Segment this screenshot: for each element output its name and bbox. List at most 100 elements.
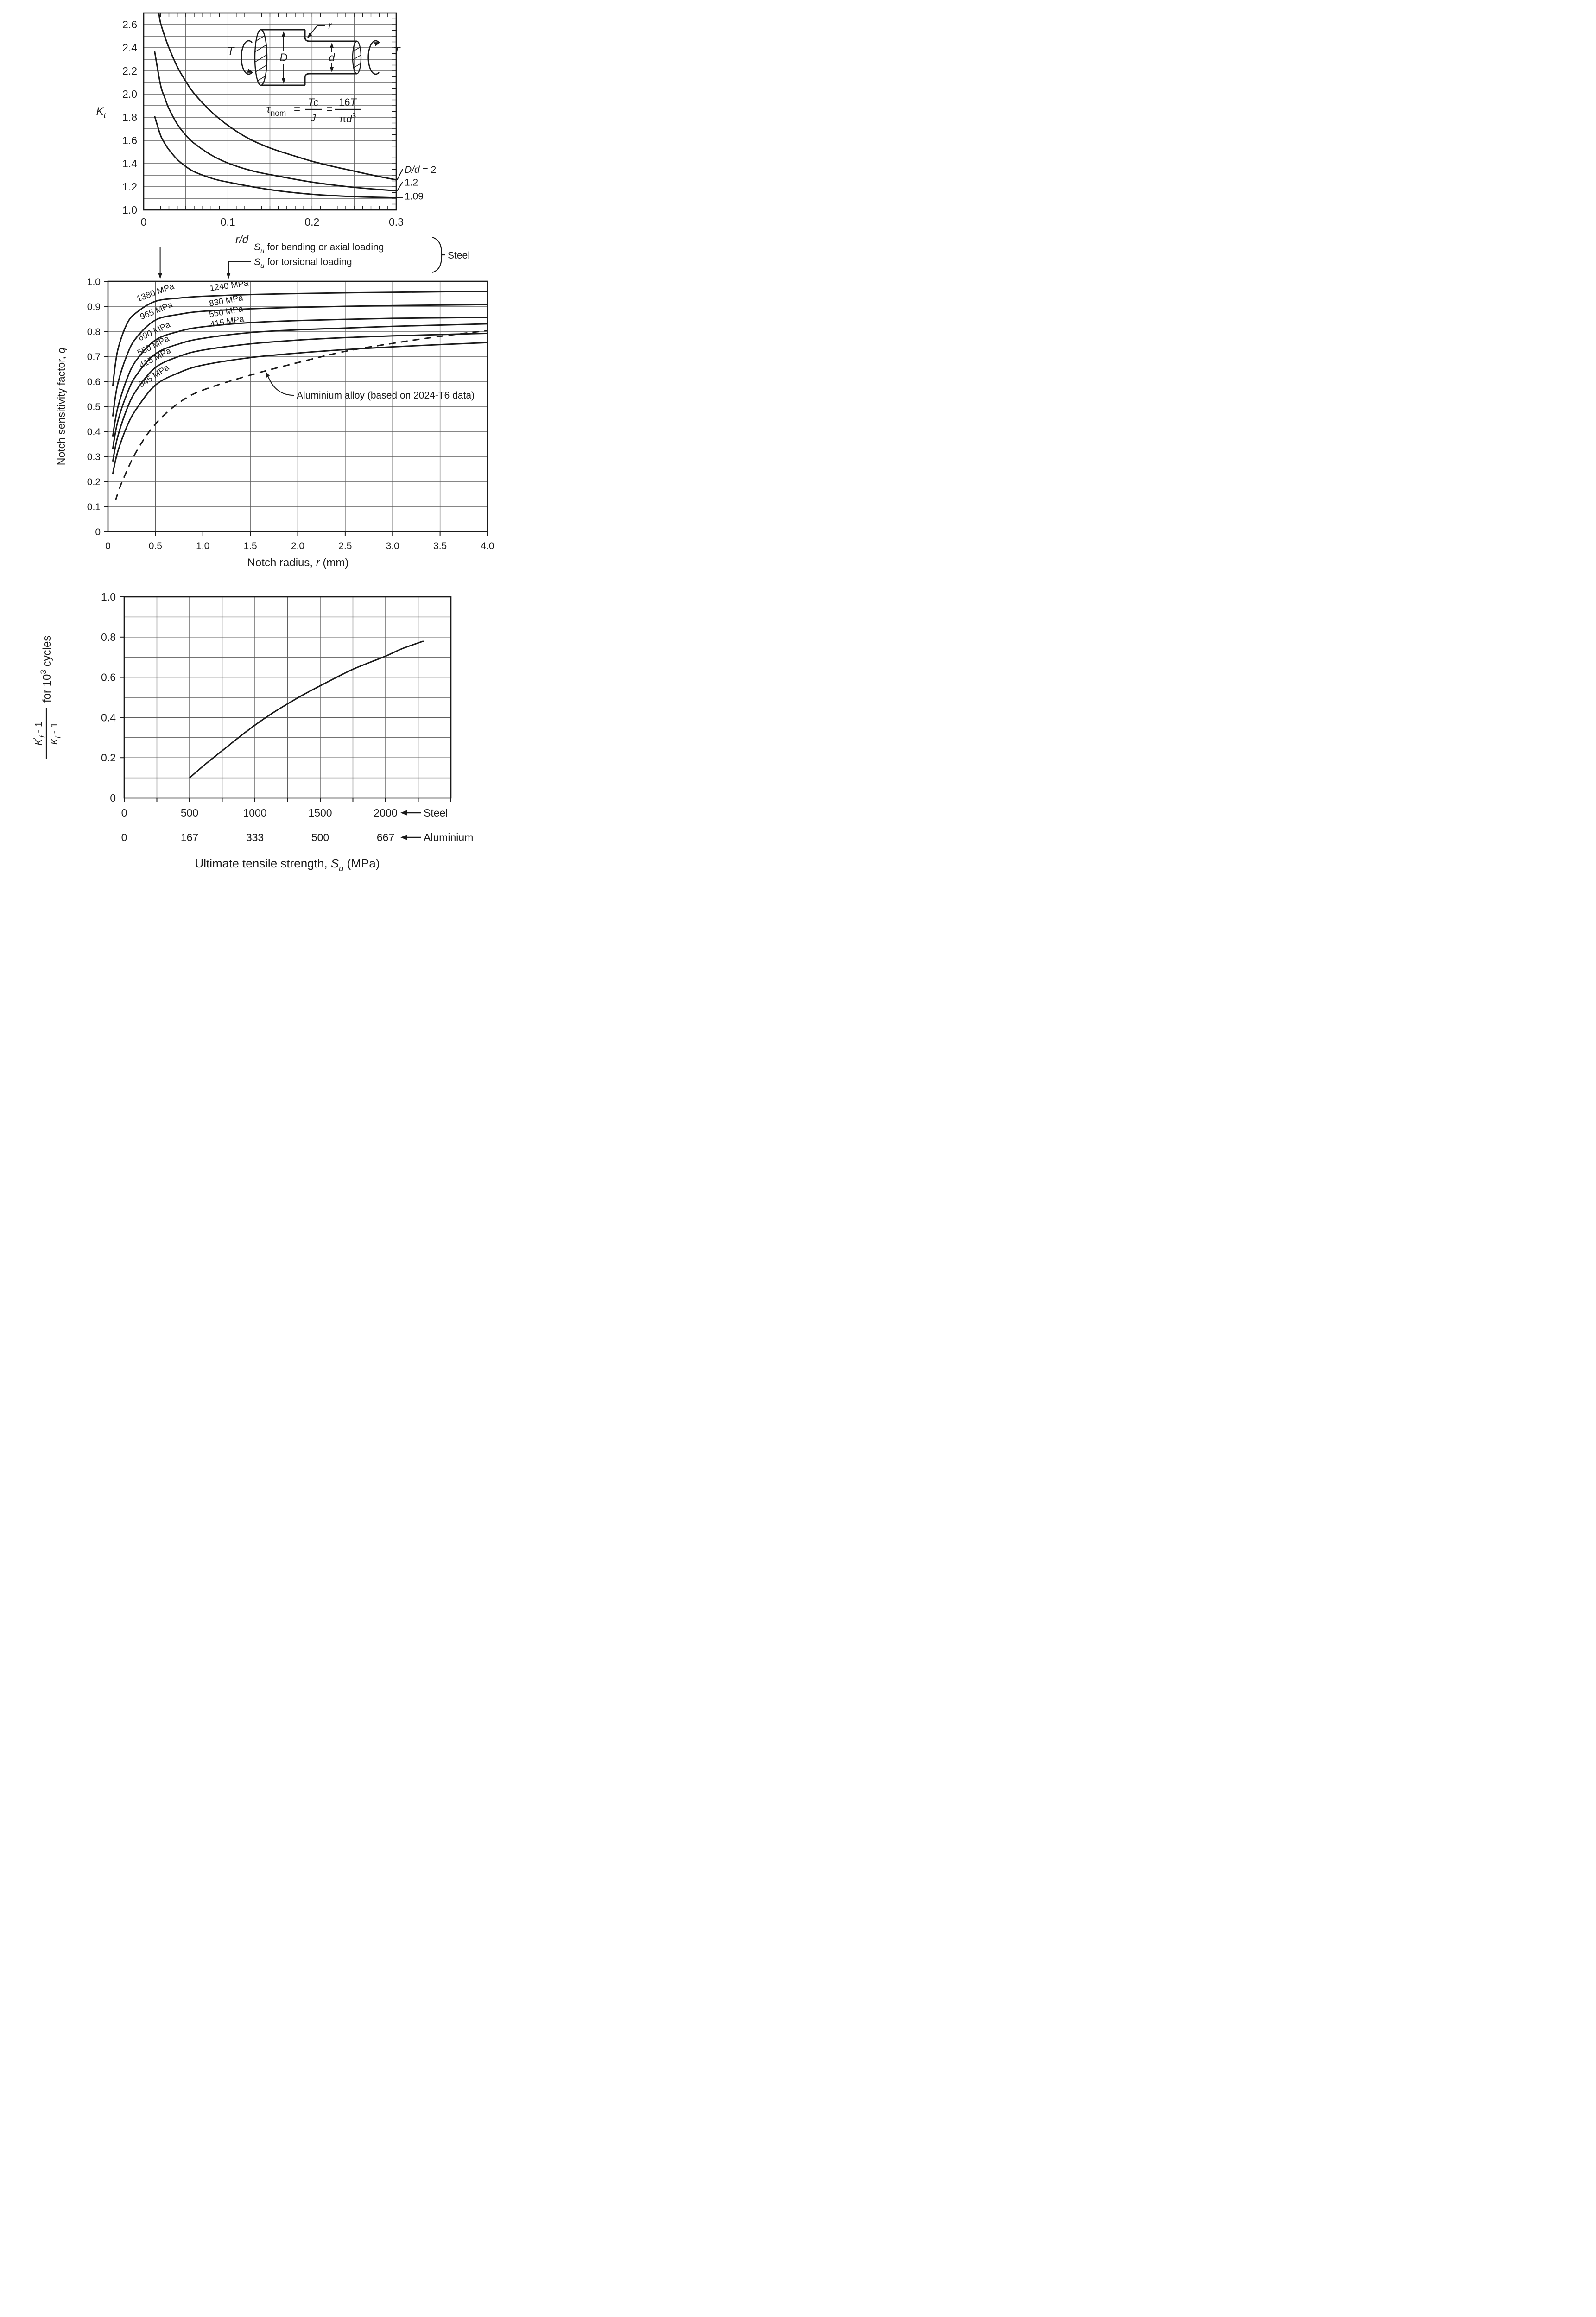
steel-bracket: [432, 236, 443, 273]
label-leader: [397, 181, 403, 191]
fillet-bottom: [304, 73, 357, 77]
y-tick-label: 0.5: [87, 402, 101, 412]
torque-label-T-left: T: [228, 45, 235, 57]
minor-ticks: [152, 13, 396, 210]
y-axis-title: Notch sensitivity factor, q: [55, 348, 67, 466]
y-tick-label: 0.6: [101, 671, 116, 684]
nominal-stress-formula: τnom = Tc J = 16T πd3: [266, 96, 361, 125]
leader-torsional: [228, 261, 251, 277]
x-tick-label: 333: [246, 831, 264, 843]
axis-labels: 1.0 0.9 0.8 0.7 0.6 0.5 0.4 0.3 0.2 0.1 00 0.5 1.0 1.…: [55, 277, 494, 569]
kt-vs-rd-chart: 2.6 2.4 2.2 2.0 1.8 1.6 1.4 1.2 1.0 0 0.1 0.2 0.3 Kt r…: [96, 12, 436, 246]
annotation-steel: Steel: [448, 250, 470, 261]
curve-label-1240-MPa: 1240 MPa: [209, 278, 249, 293]
x-tick-label: 0.3: [389, 216, 404, 228]
y-tick-label: 0.2: [101, 752, 116, 764]
curve-1380-1240: [112, 291, 488, 387]
formula-equals: =: [294, 103, 300, 115]
arrowhead-icon: [282, 78, 285, 84]
curves: [154, 13, 397, 199]
y-tick-label: 1.0: [101, 591, 116, 603]
notch-sensitivity-chart: 1.0 0.9 0.8 0.7 0.6 0.5 0.4 0.3 0.2 0.1 00 0.5 1.0 1.…: [55, 236, 494, 569]
arrowhead-icon: [226, 273, 231, 279]
y-tick-label: 0: [95, 527, 101, 538]
y-axis-title: Kt: [96, 105, 107, 120]
formula-frac2-den: πd3: [339, 112, 356, 125]
plot-border: [107, 280, 488, 532]
y-tick-label: 0: [110, 792, 116, 804]
curve-dd-1-09: [154, 116, 397, 199]
curve-345: [112, 342, 488, 475]
curve-kf-ratio: [189, 640, 424, 779]
torque-label-T-right: T: [393, 45, 401, 57]
x-tick-label: 167: [181, 831, 198, 843]
x-tick-label: 2.0: [291, 541, 304, 551]
plot-border: [123, 596, 452, 799]
dim-label-d: d: [329, 51, 336, 63]
x-tick-label: 1.5: [244, 541, 257, 551]
grid: [124, 597, 451, 798]
fatigue-charts-figure: 2.6 2.4 2.2 2.0 1.8 1.6 1.4 1.2 1.0 0 0.1 0.2 0.3 Kt r…: [32, 12, 494, 873]
hatch-line: [353, 46, 361, 52]
arrowhead-icon: [400, 810, 407, 816]
y-tick-label: 2.4: [122, 42, 137, 54]
y-tick-label: 0.4: [101, 711, 116, 723]
x-tick-label: 0.1: [221, 216, 235, 228]
kf-ratio-chart: 1.0 0.8 0.6 0.4 0.2 0 Ultimate tensile strengt…: [32, 591, 474, 873]
x-tick-label: 1.0: [196, 541, 209, 551]
x-tick-label: 1000: [243, 807, 266, 819]
hatch-line: [353, 63, 361, 69]
arrowhead-icon: [330, 67, 334, 72]
dim-label-D: D: [279, 51, 287, 64]
shaft-end-section: [352, 40, 362, 75]
material-label-steel: Steel: [424, 807, 448, 819]
y-tick-label: 0.8: [87, 327, 101, 337]
annotation-su-torsional: Su for torsional loading: [254, 257, 352, 270]
x-tick-label: 0: [141, 216, 147, 228]
formula-frac2-num: 16T: [339, 96, 357, 108]
y-tick-label: 1.0: [87, 277, 101, 287]
leader-bending: [159, 247, 251, 277]
grid: [144, 13, 396, 210]
axis-labels: 2.6 2.4 2.2 2.0 1.8 1.6 1.4 1.2 1.0 0 0.1 0.2 0.3 Kt r…: [96, 19, 404, 246]
curve-965-830: [112, 304, 488, 417]
y-tick-label: 0.8: [101, 631, 116, 643]
label-leader: [397, 197, 403, 198]
x-tick-label: 500: [181, 807, 198, 819]
x-tick-label: 0: [121, 831, 127, 843]
x-tick-label: 0.2: [304, 216, 319, 228]
arrowhead-icon: [400, 835, 407, 840]
curve-dd-1-2: [154, 51, 397, 192]
ylabel-frac-denominator: Kf - 1: [49, 722, 62, 745]
formula-lhs: τnom: [266, 103, 286, 118]
curve-550-415: [112, 323, 488, 449]
y-tick-label: 0.4: [87, 427, 101, 437]
su-annotations: Su for bending or axial loading Su for to…: [158, 236, 475, 401]
ticks: [104, 281, 488, 536]
annotation-aluminium: Aluminium alloy (based on 2024-T6 data): [297, 390, 475, 401]
ylabel-frac-numerator: K′f - 1: [32, 722, 47, 745]
fillet-label-r: r: [328, 19, 332, 32]
hatch-line: [353, 54, 361, 61]
arrowhead-icon: [158, 273, 163, 279]
y-tick-label: 0.6: [87, 377, 101, 387]
figure-page: 2.6 2.4 2.2 2.0 1.8 1.6 1.4 1.2 1.0 0 0.1 0.2 0.3 Kt r…: [0, 0, 532, 874]
y-tick-label: 2.0: [122, 88, 137, 100]
plot-border: [143, 12, 397, 211]
y-tick-label: 0.3: [87, 452, 101, 462]
series-labels: D/d = 2 1.2 1.09: [397, 165, 436, 202]
y-tick-label: 1.8: [122, 111, 137, 123]
arrowhead-icon: [265, 371, 270, 378]
x-tick-label: 0.5: [149, 541, 162, 551]
curve-690-550: [112, 317, 488, 437]
curve-dd-2: [158, 13, 397, 181]
x-axis-title: Notch radius, r (mm): [247, 557, 349, 569]
curve-label: D/d = 2: [405, 165, 436, 175]
y-tick-label: 1.0: [122, 204, 137, 216]
x-axis-row-steel: 0 500 1000 1500 2000 Steel: [121, 807, 448, 819]
formula-frac1-den: J: [310, 112, 317, 124]
x-tick-label: 0: [121, 807, 127, 819]
y-tick-label: 2.2: [122, 65, 137, 77]
